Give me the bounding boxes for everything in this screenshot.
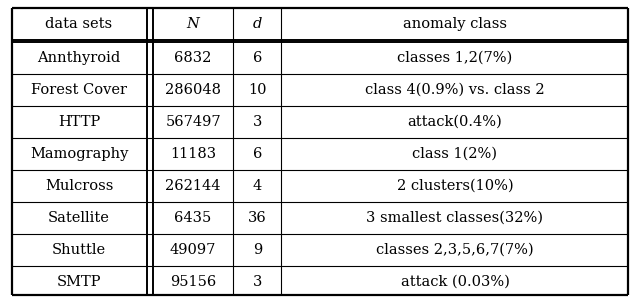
Text: Mamography: Mamography <box>30 147 128 161</box>
Text: HTTP: HTTP <box>58 115 100 129</box>
Text: 11183: 11183 <box>170 147 216 161</box>
Text: SMTP: SMTP <box>57 275 101 288</box>
Text: 3: 3 <box>253 115 262 129</box>
Text: Mulcross: Mulcross <box>45 178 113 193</box>
Text: Satellite: Satellite <box>48 211 110 225</box>
Text: 10: 10 <box>248 83 267 97</box>
Text: N: N <box>187 17 200 31</box>
Text: 49097: 49097 <box>170 243 216 257</box>
Text: 2 clusters(10%): 2 clusters(10%) <box>397 178 513 193</box>
Text: classes 1,2(7%): classes 1,2(7%) <box>397 51 513 65</box>
Text: 6832: 6832 <box>174 51 212 65</box>
Text: 9: 9 <box>253 243 262 257</box>
Text: 6435: 6435 <box>175 211 212 225</box>
Text: class 1(2%): class 1(2%) <box>412 147 497 161</box>
Text: 95156: 95156 <box>170 275 216 288</box>
Text: attack (0.03%): attack (0.03%) <box>401 275 509 288</box>
Text: Annthyroid: Annthyroid <box>37 51 121 65</box>
Text: class 4(0.9%) vs. class 2: class 4(0.9%) vs. class 2 <box>365 83 545 97</box>
Text: attack(0.4%): attack(0.4%) <box>408 115 502 129</box>
Text: 6: 6 <box>253 147 262 161</box>
Text: 4: 4 <box>253 178 262 193</box>
Text: Shuttle: Shuttle <box>52 243 106 257</box>
Text: d: d <box>253 17 262 31</box>
Text: 3: 3 <box>253 275 262 288</box>
Text: anomaly class: anomaly class <box>403 17 507 31</box>
Text: 262144: 262144 <box>165 178 221 193</box>
Text: data sets: data sets <box>45 17 113 31</box>
Text: 286048: 286048 <box>165 83 221 97</box>
Text: 36: 36 <box>248 211 267 225</box>
Text: classes 2,3,5,6,7(7%): classes 2,3,5,6,7(7%) <box>376 243 534 257</box>
Text: 567497: 567497 <box>165 115 221 129</box>
Text: 3 smallest classes(32%): 3 smallest classes(32%) <box>367 211 543 225</box>
Text: Forest Cover: Forest Cover <box>31 83 127 97</box>
Text: 6: 6 <box>253 51 262 65</box>
